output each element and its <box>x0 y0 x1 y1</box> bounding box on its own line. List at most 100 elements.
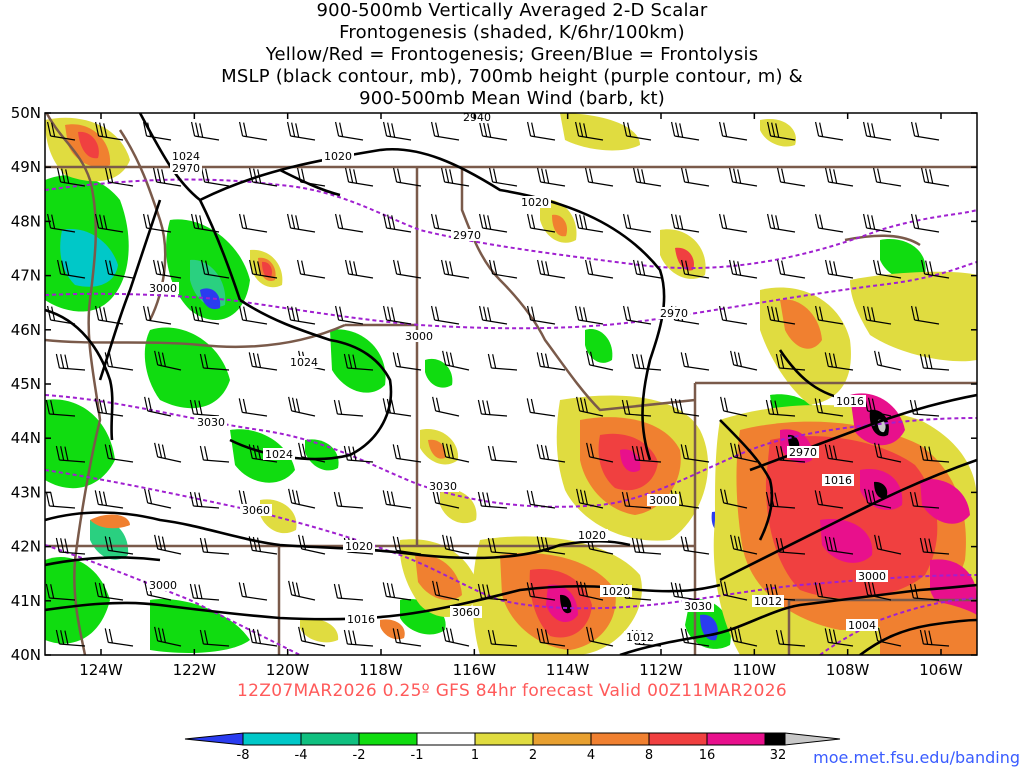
wind-barb-flag <box>296 259 302 275</box>
wind-barb-flag <box>248 259 254 275</box>
wind-barb-flag <box>737 628 743 643</box>
wind-barb <box>866 227 892 233</box>
wind-barb-flag <box>440 259 446 275</box>
wind-barb-flag <box>334 305 340 321</box>
wind-barb <box>779 551 806 555</box>
wind-barb <box>252 181 278 187</box>
wind-barb-flag <box>536 167 542 183</box>
wind-barb-flag <box>343 445 348 461</box>
wind-barb-flag <box>298 626 303 641</box>
wind-barb-flag <box>445 443 451 458</box>
wind-barb-flag <box>60 538 65 553</box>
wind-barb-flag <box>449 444 455 459</box>
wind-barb-flag <box>392 444 397 459</box>
colorbar-tick: 16 <box>699 748 716 763</box>
wind-barb-flag <box>99 306 104 321</box>
wind-barb-flag <box>586 626 591 641</box>
wind-barb-flag <box>674 398 679 414</box>
wind-barb-flag <box>766 213 772 229</box>
wind-barb-flag <box>483 214 488 229</box>
wind-barb-flag <box>641 261 646 276</box>
wind-barb-flag <box>589 443 595 458</box>
wind-barb-flag <box>248 167 254 183</box>
wind-barb-flag <box>238 121 244 137</box>
wind-barb-flag <box>584 259 590 275</box>
wind-barb <box>779 643 806 647</box>
wind-barb-flag <box>390 399 396 414</box>
wind-barb-flag <box>295 398 301 413</box>
wind-barb-flag <box>199 123 204 138</box>
wind-barb-flag <box>144 396 149 411</box>
wind-barb-flag <box>45 583 50 599</box>
wind-barb-flag <box>680 444 685 459</box>
wind-barb-flag <box>929 169 934 184</box>
wind-barb-flag <box>397 168 402 183</box>
height-label: 3030 <box>684 600 712 613</box>
wind-barb-flag <box>678 583 684 598</box>
wind-barb <box>530 595 556 601</box>
wind-barb <box>540 549 566 555</box>
wind-barb <box>194 227 220 233</box>
wind-barb-flag <box>449 261 454 276</box>
wind-barb <box>626 227 652 233</box>
wind-barb-flag <box>685 260 690 275</box>
wind-barb <box>347 459 374 463</box>
wind-barb-flag <box>189 583 194 599</box>
wind-barb-flag <box>108 444 113 460</box>
wind-barb-flag <box>161 628 167 643</box>
wind-barb-flag <box>144 488 149 503</box>
wind-barb-flag <box>343 353 348 369</box>
wind-barb-flag <box>295 490 301 505</box>
wind-barb <box>337 413 364 417</box>
wind-barb <box>914 135 940 141</box>
wind-barb-flag <box>631 353 636 369</box>
wind-barb-flag <box>348 630 353 645</box>
wind-barb-flag <box>353 169 358 184</box>
wind-barb-flag <box>45 491 50 507</box>
wind-barb-flag <box>733 351 739 366</box>
wind-barb <box>635 367 662 371</box>
wind-barb-flag <box>872 259 878 275</box>
wind-barb-flag <box>910 305 916 321</box>
wind-barb-flag <box>478 305 484 321</box>
wind-barb-flag <box>765 399 770 415</box>
wind-barb-flag <box>488 167 494 183</box>
wind-barb-flag <box>108 536 113 552</box>
wind-barb-flag <box>770 492 775 507</box>
wind-barb-flag <box>256 353 262 368</box>
wind-barb-flag <box>674 582 679 598</box>
wind-barb-flag <box>818 398 823 414</box>
colorbar-tick: 2 <box>529 748 537 763</box>
mslp-label: 1016 <box>824 474 852 487</box>
wind-barb-flag <box>248 444 253 459</box>
wind-barb <box>193 413 220 417</box>
longitude-label: 118W <box>359 661 403 679</box>
wind-barb <box>49 413 76 417</box>
wind-barb-flag <box>256 537 262 552</box>
wind-barb-flag <box>103 307 108 322</box>
wind-barb-flag <box>684 536 689 552</box>
wind-barb <box>924 181 950 187</box>
wind-barb-flag <box>435 581 441 596</box>
wind-barb-flag <box>295 215 300 230</box>
height-label: 2970 <box>172 162 200 175</box>
wind-barb-flag <box>205 168 210 183</box>
wind-barb-flag <box>819 214 824 229</box>
wind-barb <box>913 413 940 417</box>
wind-barb-flag <box>780 630 785 645</box>
wind-barb <box>588 181 614 187</box>
wind-barb-flag <box>583 398 589 413</box>
wind-barb-flag <box>862 213 868 229</box>
wind-barb <box>146 135 172 141</box>
wind-barb-flag <box>252 444 257 460</box>
wind-barb-flag <box>99 214 104 229</box>
wind-barb <box>50 227 76 233</box>
wind-barb-flag <box>733 443 739 458</box>
wind-barb-flag <box>102 583 108 598</box>
wind-barb-flag <box>924 538 929 553</box>
wind-barb-flag <box>333 583 338 599</box>
wind-barb-flag <box>256 629 262 644</box>
wind-barb-flag <box>194 492 199 507</box>
mslp-label: 1020 <box>324 150 352 163</box>
